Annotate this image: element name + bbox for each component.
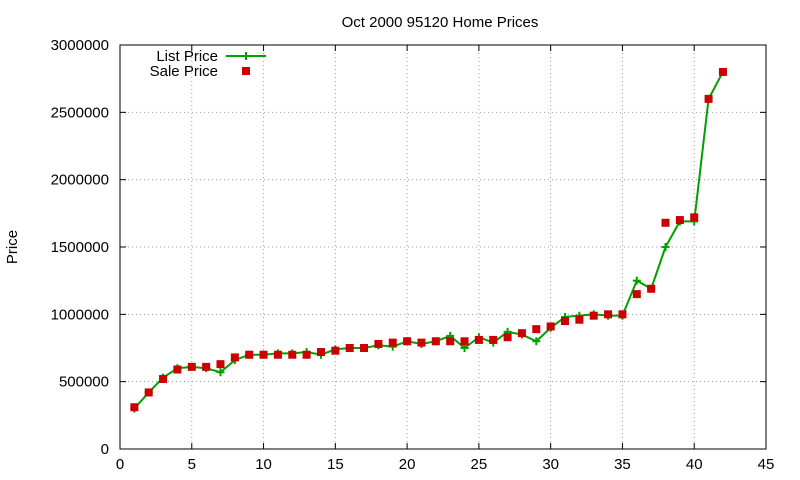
grid: [120, 45, 766, 449]
y-tick-label: 500000: [59, 374, 109, 391]
list-price-point: [216, 368, 225, 377]
x-tick-label: 10: [255, 456, 272, 473]
axis-ticks: 0 5 10 15 20 25 30 35 40 45 0 500000 1000000 1500000 2…: [51, 37, 775, 473]
sale-price-point: [417, 338, 426, 347]
sale-price-point: [331, 346, 340, 355]
sale-price-point: [173, 365, 182, 374]
x-tick-label: 25: [471, 456, 488, 473]
x-tick-label: 30: [542, 456, 559, 473]
sale-price-point: [575, 315, 584, 324]
legend-key-list-price: [226, 52, 266, 60]
sale-price-point: [446, 337, 455, 346]
y-tick-label: 3000000: [51, 37, 109, 54]
sale-price-point: [316, 348, 325, 357]
sale-price-point: [589, 311, 598, 320]
x-tick-label: 15: [327, 456, 344, 473]
list-price-point: [460, 344, 469, 352]
sale-price-point: [474, 335, 483, 344]
legend-marker-list-price: [242, 52, 250, 60]
x-tick-label: 5: [188, 456, 196, 473]
y-tick-label: 2500000: [51, 104, 109, 121]
sale-price-point: [604, 310, 613, 319]
y-tick-label: 0: [101, 441, 109, 458]
series-layer: [130, 67, 727, 413]
sale-price-point: [187, 362, 196, 371]
list-price-point: [532, 337, 541, 346]
sale-price-point: [647, 284, 656, 293]
sale-price-point: [690, 213, 699, 222]
legend-marker-sale-price: [242, 67, 250, 75]
list-price-line: [133, 71, 724, 410]
x-tick-label: 40: [686, 456, 703, 473]
sale-price-point: [288, 350, 297, 359]
sale-price-point: [503, 333, 512, 342]
legend: List Price Sale Price: [150, 48, 266, 80]
sale-price-point: [130, 403, 139, 412]
sale-price-point: [489, 335, 498, 344]
sale-price-point: [245, 350, 254, 359]
sale-price-point: [216, 360, 225, 369]
x-tick-label: 20: [399, 456, 416, 473]
sale-price-point: [460, 337, 469, 346]
x-tick-label: 35: [614, 456, 631, 473]
chart-title: Oct 2000 95120 Home Prices: [342, 14, 539, 31]
sale-price-point: [159, 374, 168, 383]
list-price-point: [632, 276, 641, 285]
sale-price-point: [374, 339, 383, 348]
legend-key-sale-price: [242, 67, 250, 75]
x-tick-label: 45: [758, 456, 775, 473]
sale-price-point: [675, 216, 684, 225]
sale-price-point: [360, 344, 369, 352]
y-tick-label: 2000000: [51, 172, 109, 189]
sale-price-point: [704, 94, 713, 103]
sale-price-point: [718, 67, 727, 76]
sale-price-point: [345, 344, 354, 352]
y-tick-label: 1500000: [51, 239, 109, 256]
sale-price-point: [517, 329, 526, 338]
sale-price-point: [618, 310, 627, 319]
y-tick-label: 1000000: [51, 306, 109, 323]
y-axis-label: Price: [4, 230, 21, 264]
list-price-point: [661, 243, 670, 251]
sale-price-point: [273, 350, 282, 359]
sale-price-point: [388, 338, 397, 347]
legend-label-list-price: List Price: [156, 48, 218, 65]
sale-price-point: [632, 290, 641, 299]
sale-price-point: [431, 337, 440, 346]
sale-price-point: [302, 350, 311, 359]
sale-price-point: [202, 362, 211, 371]
legend-label-sale-price: Sale Price: [150, 63, 218, 80]
sale-price-point: [144, 388, 153, 397]
sale-price-point: [259, 350, 268, 359]
x-tick-label: 0: [116, 456, 124, 473]
sale-price-point: [532, 325, 541, 334]
sale-price-point: [661, 218, 670, 227]
sale-price-point: [546, 322, 555, 331]
sale-price-point: [561, 317, 570, 326]
sale-price-point: [403, 337, 412, 346]
sale-price-point: [230, 353, 239, 362]
